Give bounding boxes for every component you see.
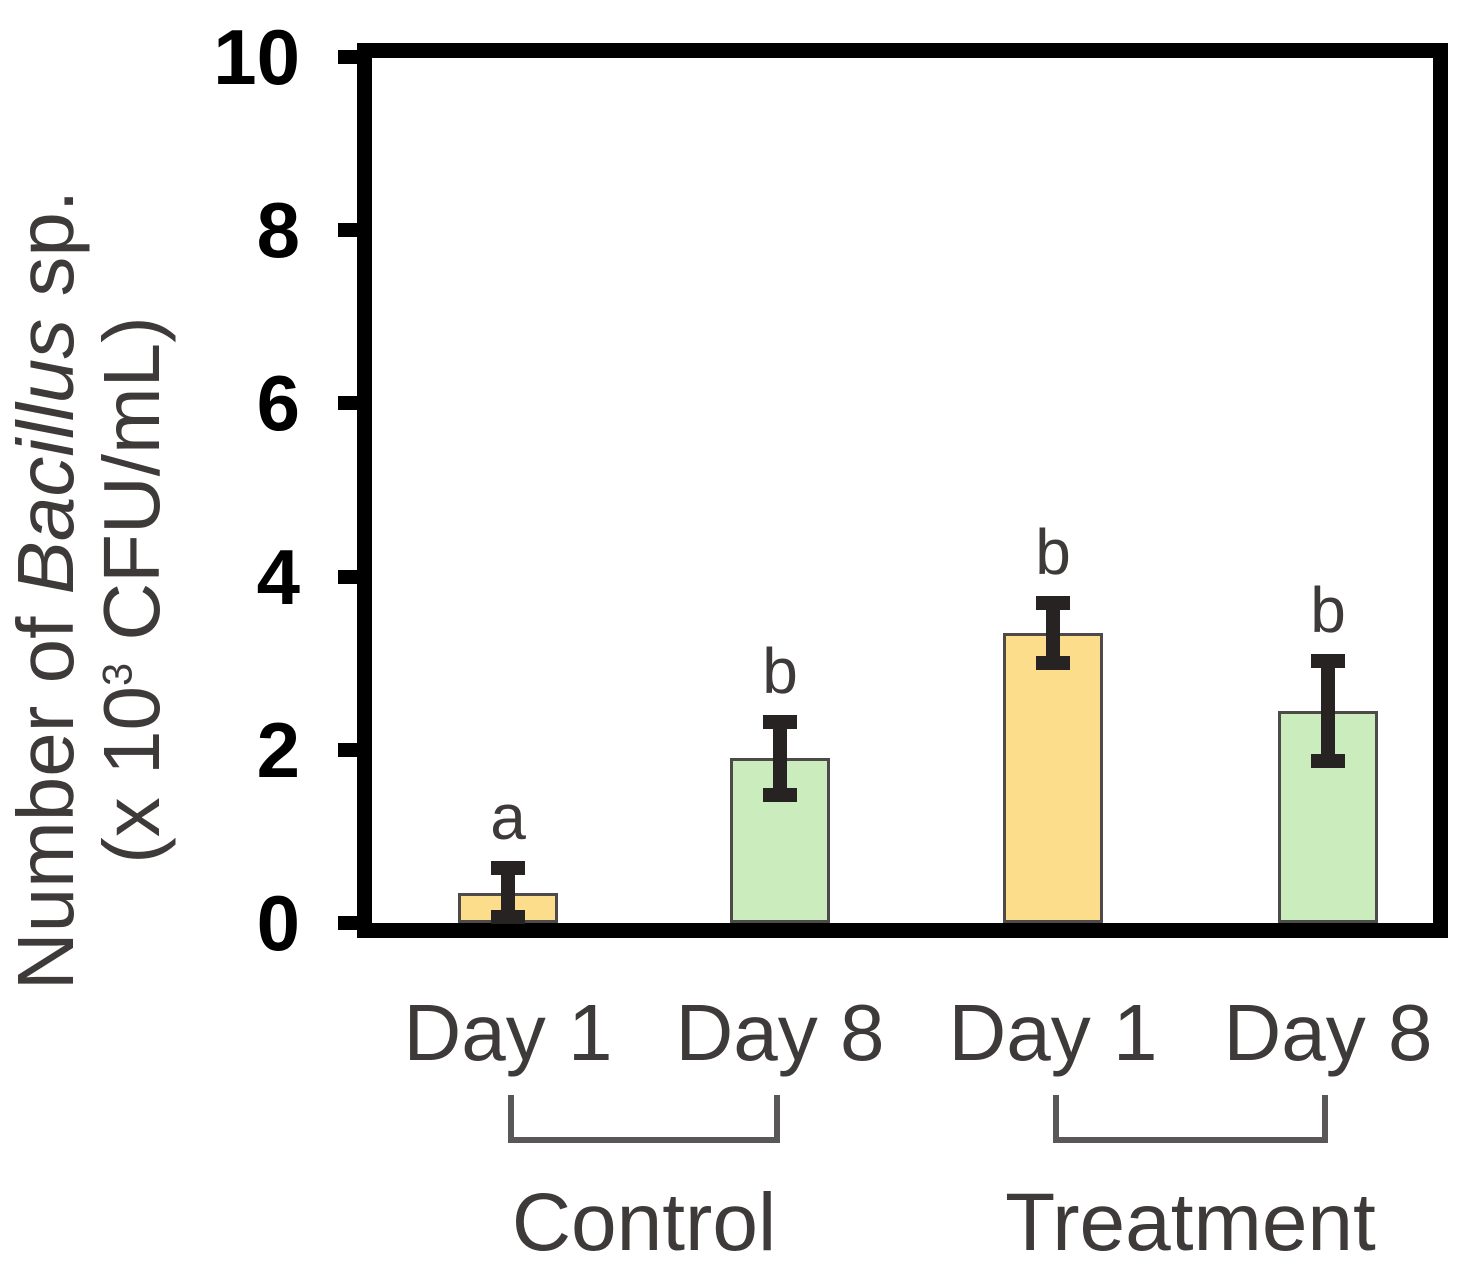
y-tick-mark <box>338 569 372 584</box>
x-tick-label: Day 1 <box>403 988 613 1077</box>
group-bracket-treatment <box>1053 1095 1328 1143</box>
plot-area: a b b b <box>372 57 1434 924</box>
error-bar-cap <box>1311 754 1345 769</box>
y-tick-label: 8 <box>256 186 300 275</box>
significance-letter: a <box>490 781 526 854</box>
error-bar-cap <box>763 715 797 730</box>
error-bar-cap <box>1036 656 1070 671</box>
group-label-treatment: Treatment <box>1005 1177 1376 1263</box>
error-bar-stem <box>1321 660 1335 762</box>
error-bar-cap <box>1311 653 1345 668</box>
group-bracket-control <box>508 1095 780 1143</box>
error-bar-cap <box>491 861 525 876</box>
significance-letter: b <box>762 635 798 708</box>
y-tick-mark <box>338 50 372 64</box>
y-tick-label: 10 <box>213 13 300 101</box>
x-tick-label: Day 8 <box>1223 988 1433 1077</box>
y-tick-label: 2 <box>256 705 300 794</box>
error-bar-stem <box>1046 602 1060 664</box>
y-axis-label-line1: Number of Bacillus sp. <box>1 189 90 991</box>
x-tick-label: Day 1 <box>948 988 1158 1077</box>
y-tick-label: 4 <box>256 532 300 621</box>
group-label-control: Control <box>511 1177 777 1263</box>
significance-letter: b <box>1035 515 1071 588</box>
error-bar-stem <box>501 868 515 917</box>
y-tick-mark <box>338 916 372 930</box>
error-bar-cap <box>491 909 525 924</box>
error-bar-stem <box>773 722 787 795</box>
y-tick-mark <box>338 742 372 757</box>
y-tick-label: 0 <box>256 879 300 967</box>
y-tick-label: 6 <box>256 359 300 448</box>
error-bar-cap <box>1036 595 1070 610</box>
x-tick-label: Day 8 <box>675 988 885 1077</box>
bar-day-1-2 <box>1003 632 1103 923</box>
y-tick-mark <box>338 396 372 411</box>
y-tick-mark <box>338 223 372 238</box>
plot-frame <box>357 43 1448 938</box>
significance-letter: b <box>1310 573 1346 646</box>
error-bar-cap <box>763 787 797 802</box>
